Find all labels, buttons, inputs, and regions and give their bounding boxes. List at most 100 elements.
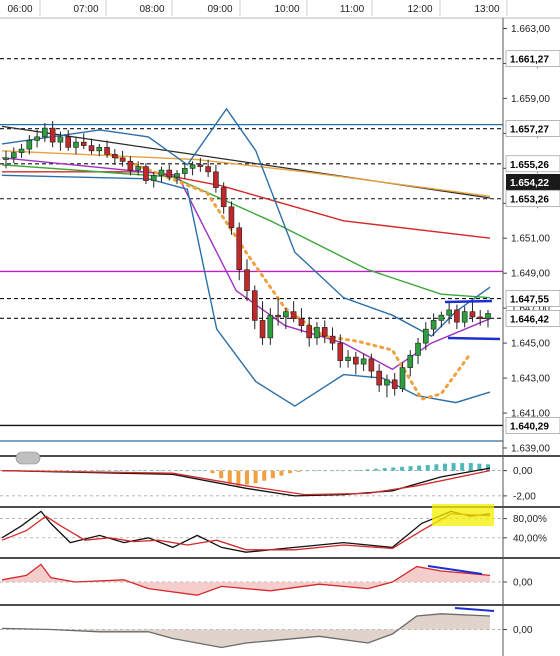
panel-toggle-button: [15, 451, 41, 465]
candle-up: [399, 367, 406, 389]
macd-bar: [460, 463, 465, 471]
indicator-panels: 0,00 -2,00 80,00% 40,00% 0,00 0,00: [0, 455, 560, 649]
macd-bar: [374, 468, 379, 471]
macd-bar: [210, 470, 215, 474]
macd-bar: [322, 470, 327, 472]
candle-up: [3, 157, 9, 160]
candle-down: [205, 166, 211, 173]
candle-down: [306, 325, 312, 339]
panel-tick-label: 0,00: [513, 578, 533, 589]
macd-bar: [313, 470, 318, 472]
price-level-label: 1.646,42: [510, 314, 549, 325]
indicator-series: [1, 510, 491, 553]
candle-down: [236, 227, 243, 271]
macd-bar: [288, 470, 293, 474]
price-level-box: [505, 155, 560, 173]
macd-bar: [201, 470, 206, 472]
macd-bar: [382, 468, 387, 471]
macd-bar: [107, 470, 112, 472]
candle-up: [135, 166, 141, 171]
candle-up: [57, 136, 64, 143]
candle-up: [360, 358, 367, 365]
candle-up: [267, 314, 274, 339]
candle-up: [182, 168, 188, 174]
price-levels: [0, 58, 503, 442]
indicator-series: [1, 467, 491, 497]
y-tick-label: 1.643,00: [511, 374, 550, 385]
price-level-label: 1.655,26: [510, 160, 549, 171]
macd-bar: [150, 470, 155, 472]
price-level-label: 1.640,29: [510, 421, 549, 432]
line-bollinger-upper: [1, 107, 491, 337]
price-labels: 1.661,27 1.657,27 1.655,26 1.653,26 1.647,55…: [505, 50, 560, 434]
macd-bar: [442, 463, 447, 471]
candle-down: [259, 320, 266, 339]
macd-bar: [133, 470, 138, 472]
macd-bar: [477, 463, 482, 471]
price-level-box: [505, 290, 560, 307]
candle-up: [42, 127, 48, 138]
macd-bar: [245, 470, 249, 485]
x-tick-label: 06:00: [7, 4, 32, 15]
candle-down: [197, 164, 204, 167]
oscillator-area: [2, 564, 490, 596]
candle-down: [290, 311, 297, 319]
x-tick-label: 10:00: [274, 4, 299, 15]
panel-tick-label: 0,00: [513, 466, 533, 477]
candle-down: [143, 166, 149, 181]
y-tick-label: 1.639,00: [511, 444, 550, 455]
candle-up: [174, 173, 180, 178]
candle-down: [88, 145, 95, 152]
candle-down: [65, 136, 71, 148]
indicator-series: [1, 613, 491, 649]
macd-bar: [167, 470, 172, 472]
macd-bar: [176, 470, 181, 472]
candle-down: [104, 147, 110, 155]
macd-bar: [305, 470, 310, 472]
macd-bar: [356, 470, 361, 471]
macd-bar: [158, 470, 163, 472]
candle-down: [112, 154, 118, 159]
candle-up: [423, 328, 429, 344]
drawn-mark: [427, 565, 495, 612]
drawn-mark: [444, 299, 501, 341]
macd-bar: [391, 467, 396, 471]
candle-down: [469, 311, 476, 318]
candle-up: [461, 311, 468, 323]
candle-up: [345, 356, 351, 361]
macd-bar: [64, 470, 69, 472]
candle-up: [96, 147, 103, 152]
macd-bar: [98, 470, 103, 472]
y-tick-label: 1.641,00: [511, 409, 550, 420]
candle-down: [368, 358, 375, 372]
candle-up: [415, 342, 421, 356]
y-tick-label: 1.663,00: [511, 24, 550, 35]
candle-down: [251, 290, 258, 321]
macd-bar: [425, 464, 430, 471]
candle-down: [454, 309, 460, 323]
macd-bar: [115, 470, 120, 472]
candle-up: [446, 309, 452, 316]
macd-bar: [219, 470, 224, 479]
indicator-series: [1, 563, 491, 596]
candle-down: [275, 314, 281, 318]
candle-down: [321, 327, 328, 337]
candle-down: [477, 316, 484, 319]
oscillator-area: [2, 613, 490, 648]
candle-up: [438, 314, 445, 321]
macd-bar: [296, 470, 301, 472]
price-level-box: [505, 50, 560, 68]
candle-down: [391, 379, 398, 389]
panel-tick-label: 40,00%: [513, 533, 547, 544]
highlight-box: [432, 504, 494, 526]
y-tick-label: 1.659,00: [511, 94, 550, 105]
indicator-series: [1, 513, 491, 551]
panel-tick-label: 80,00%: [513, 514, 547, 525]
candle-down: [337, 342, 344, 361]
candle-down: [127, 161, 134, 171]
x-tick-label: 08:00: [139, 4, 164, 15]
candle-down: [119, 157, 126, 162]
macd-bar: [141, 470, 146, 472]
